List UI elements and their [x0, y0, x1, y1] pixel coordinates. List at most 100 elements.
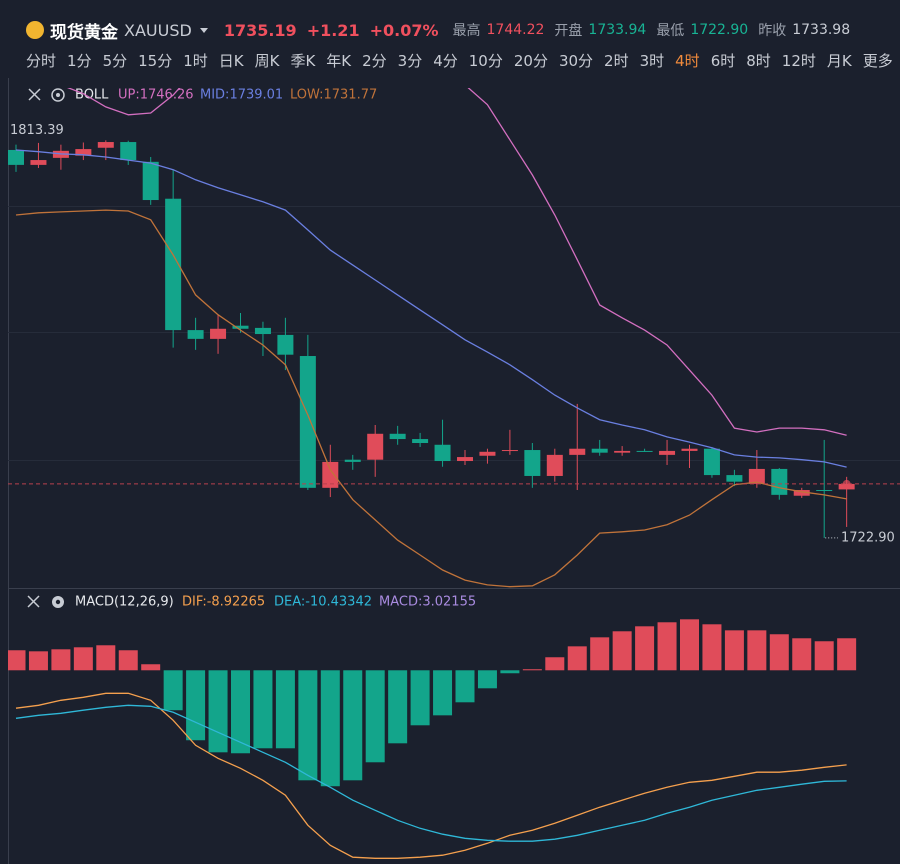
stat-value: 1744.22: [486, 22, 545, 38]
macd-bar: [590, 637, 610, 671]
indicator-line: [15, 149, 847, 468]
candle-body: [187, 330, 204, 339]
candle-body: [120, 142, 137, 161]
timeframe-tab[interactable]: 月K: [826, 51, 852, 70]
macd-bar: [73, 647, 93, 671]
candle-body: [367, 433, 384, 460]
timeframe-tab[interactable]: 4分: [433, 51, 458, 70]
timeframe-tab[interactable]: 30分: [558, 51, 594, 70]
candle-body: [322, 461, 339, 488]
timeframe-tab[interactable]: 4时: [675, 51, 700, 70]
candle-body: [546, 454, 563, 476]
candle-body: [457, 457, 473, 462]
candle-body: [299, 356, 316, 488]
timeframe-tab[interactable]: 1时: [183, 51, 208, 70]
macd-bar: [163, 670, 183, 711]
panel-title: BOLL: [75, 88, 109, 103]
timeframe-tab[interactable]: 季K: [290, 51, 316, 70]
candle-body: [726, 475, 743, 482]
timeframe-tab[interactable]: 2时: [604, 51, 629, 70]
timeframe-tab[interactable]: 20分: [513, 51, 548, 70]
macd-bar: [702, 624, 722, 671]
last-price-dot: [842, 479, 851, 488]
candle-body: [8, 149, 24, 165]
candle-body: [479, 451, 496, 456]
candle-body: [30, 160, 47, 165]
macd-bar: [118, 650, 138, 671]
candle-body: [771, 468, 788, 495]
macd-bar: [433, 670, 453, 716]
stat-value: 1733.94: [588, 22, 647, 38]
timeframe-tab[interactable]: 5分: [102, 51, 128, 70]
timeframe-tab[interactable]: 3分: [397, 51, 423, 70]
macd-bar: [657, 622, 677, 671]
macd-bar: [612, 631, 632, 671]
timeframe-tab[interactable]: 8时: [746, 51, 771, 70]
timeframe-tab[interactable]: 2分: [362, 51, 387, 70]
candle-body: [165, 198, 182, 331]
timeframe-tab[interactable]: 10分: [468, 51, 503, 70]
macd-bar: [837, 638, 857, 671]
macd-bar: [141, 664, 161, 671]
timeframe-tab[interactable]: 1分: [67, 51, 92, 70]
timeframe-tab[interactable]: 3时: [639, 51, 665, 70]
macd-bar: [298, 670, 318, 781]
timeframe-tab[interactable]: 日K: [218, 51, 244, 70]
indicator-line: [15, 704, 847, 842]
min-price-label: 1722.90: [841, 530, 895, 545]
legend-entry: MACD:3.02155: [379, 595, 476, 610]
panel-title: MACD(12,26,9): [75, 595, 174, 610]
macd-bar: [545, 657, 565, 671]
timeframe-tab[interactable]: 12时: [781, 51, 816, 70]
indicator-line: [67, 88, 847, 436]
instrument-symbol[interactable]: XAUUSD: [124, 20, 192, 40]
timeframe-tab[interactable]: 周K: [254, 51, 280, 70]
candle-body: [816, 490, 833, 492]
candle-body: [97, 142, 114, 148]
timeframe-tab[interactable]: 分时: [26, 51, 57, 70]
stat-label: 开盘: [554, 23, 583, 39]
candle-body: [254, 327, 271, 335]
symbol-icon: [26, 21, 44, 39]
price-change: +1.21: [306, 20, 360, 40]
timeframe-bar: 分时 1分 5分 15分 1时 日K 周K 季K 年K 2分 3分 4分 10分 20分 30分 2时 3时 4时…: [26, 48, 900, 72]
macd-bar: [186, 670, 206, 741]
macd-bar: [208, 670, 228, 753]
close-icon[interactable]: [28, 88, 41, 101]
macd-bar: [231, 670, 250, 754]
candle-body: [142, 161, 159, 201]
quote-header: 现货黄金 XAUUSD 1735.19 +1.21 +0.07% 最高 1744.…: [26, 18, 900, 42]
candle-body: [75, 149, 92, 156]
macd-bar: [365, 670, 385, 763]
max-price-label: 1813.39: [10, 123, 64, 138]
timeframe-tab[interactable]: 年K: [326, 51, 352, 70]
timeframe-tab[interactable]: 15分: [138, 51, 173, 70]
close-icon[interactable]: [27, 595, 40, 608]
stat-label: 最低: [656, 23, 685, 39]
indicator-line: [15, 692, 847, 859]
macd-bar: [500, 670, 520, 674]
candle-body: [232, 325, 249, 329]
macd-bar: [51, 649, 71, 671]
macd-bar: [522, 669, 542, 671]
macd-bar: [769, 634, 789, 671]
candle-body: [412, 439, 429, 444]
macd-bar: [567, 646, 587, 671]
timeframe-tab[interactable]: 更多: [862, 51, 893, 70]
stat-value: 1722.90: [690, 22, 749, 38]
settings-icon[interactable]: [51, 88, 65, 102]
stat-value: 1733.98: [792, 22, 851, 38]
macd-bar: [724, 630, 744, 671]
dropdown-caret[interactable]: [199, 27, 208, 33]
macd-bar: [320, 670, 340, 787]
candle-body: [344, 459, 361, 462]
settings-icon[interactable]: [52, 596, 64, 608]
macd-bar: [28, 651, 48, 671]
macd-bar: [477, 670, 497, 689]
timeframe-tab[interactable]: 6时: [710, 51, 736, 70]
plot: [8, 619, 857, 859]
last-price: 1735.19: [223, 20, 297, 40]
macd-bar: [410, 670, 430, 726]
